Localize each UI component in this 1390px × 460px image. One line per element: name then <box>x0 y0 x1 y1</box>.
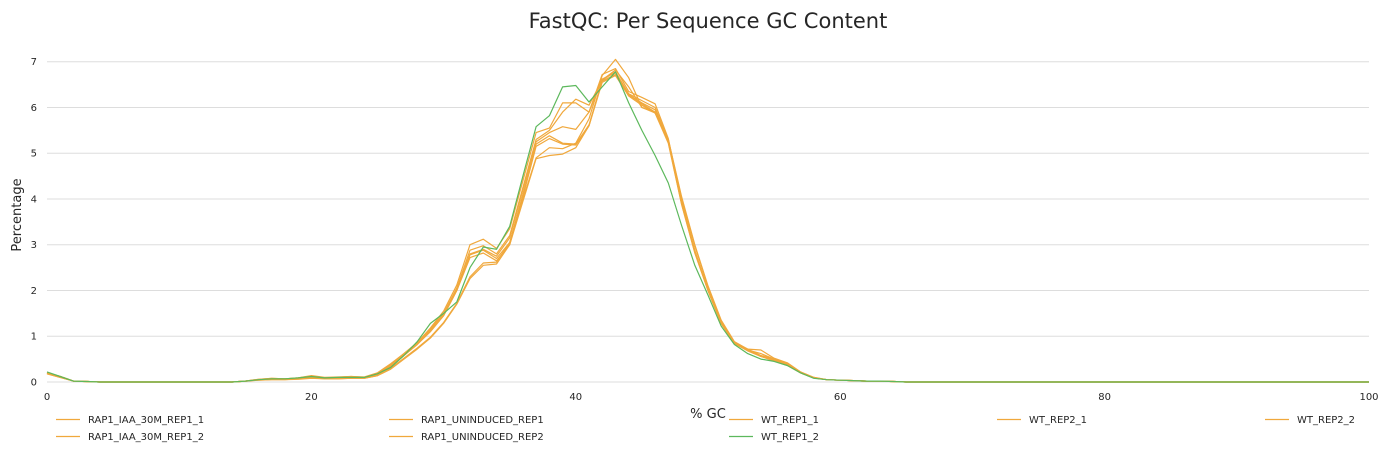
legend-label: RAP1_IAA_30M_REP1_2 <box>88 432 204 443</box>
series-line-wt-rep2-2 <box>46 72 1369 383</box>
x-tick-80: 80 <box>1098 392 1111 403</box>
x-tick-100: 100 <box>1359 392 1378 403</box>
chart-title: FastQC: Per Sequence GC Content <box>529 9 888 33</box>
x-axis-label: % GC <box>690 407 726 422</box>
legend-label: WT_REP1_2 <box>761 432 819 443</box>
y-tick-5: 5 <box>31 149 37 160</box>
x-tick-60: 60 <box>834 392 847 403</box>
legend-item-rap1-uninduced-rep1[interactable]: RAP1_UNINDUCED_REP1 <box>389 415 544 426</box>
series-line-wt-rep2-1 <box>46 71 1369 383</box>
legend-label: WT_REP1_1 <box>761 415 819 426</box>
legend-label: RAP1_UNINDUCED_REP1 <box>421 415 544 426</box>
y-tick-2: 2 <box>31 286 37 297</box>
y-tick-4: 4 <box>31 194 37 205</box>
legend-label: RAP1_IAA_30M_REP1_1 <box>88 415 204 426</box>
series-line-wt-rep1-1 <box>46 67 1369 383</box>
legend-label: WT_REP2_2 <box>1297 415 1355 426</box>
legend-item-wt-rep2-2[interactable]: WT_REP2_2 <box>1265 415 1355 426</box>
y-tick-1: 1 <box>31 332 37 343</box>
y-axis-label: Percentage <box>10 178 25 251</box>
y-tick-0: 0 <box>31 378 37 389</box>
x-tick-labels: 0 20 40 60 80 100 <box>44 392 1379 403</box>
legend-label: RAP1_UNINDUCED_REP2 <box>421 432 544 443</box>
y-tick-labels: 0 1 2 3 4 5 6 7 <box>31 57 37 388</box>
legend-item-wt-rep2-1[interactable]: WT_REP2_1 <box>997 415 1087 426</box>
legend-item-wt-rep1-1[interactable]: WT_REP1_1 <box>729 415 819 426</box>
y-tick-6: 6 <box>31 103 37 114</box>
legend-label: WT_REP2_1 <box>1029 415 1087 426</box>
y-tick-7: 7 <box>31 57 37 68</box>
y-tick-3: 3 <box>31 240 37 251</box>
legend-item-rap1-iaa-30m-rep1-2[interactable]: RAP1_IAA_30M_REP1_2 <box>56 432 204 443</box>
series-line-rap1-uninduced-rep2 <box>46 69 1369 383</box>
series-lines <box>46 58 1369 383</box>
series-line-wt-rep1-2 <box>46 71 1369 383</box>
legend-item-wt-rep1-2[interactable]: WT_REP1_2 <box>729 432 819 443</box>
legend-item-rap1-uninduced-rep2[interactable]: RAP1_UNINDUCED_REP2 <box>389 432 544 443</box>
x-tick-40: 40 <box>569 392 582 403</box>
x-tick-20: 20 <box>305 392 318 403</box>
legend-item-rap1-iaa-30m-rep1-1[interactable]: RAP1_IAA_30M_REP1_1 <box>56 415 204 426</box>
x-tick-0: 0 <box>44 392 50 403</box>
gridlines <box>47 61 1369 383</box>
legend: RAP1_IAA_30M_REP1_1 RAP1_UNINDUCED_REP1 WT… <box>56 415 1355 443</box>
